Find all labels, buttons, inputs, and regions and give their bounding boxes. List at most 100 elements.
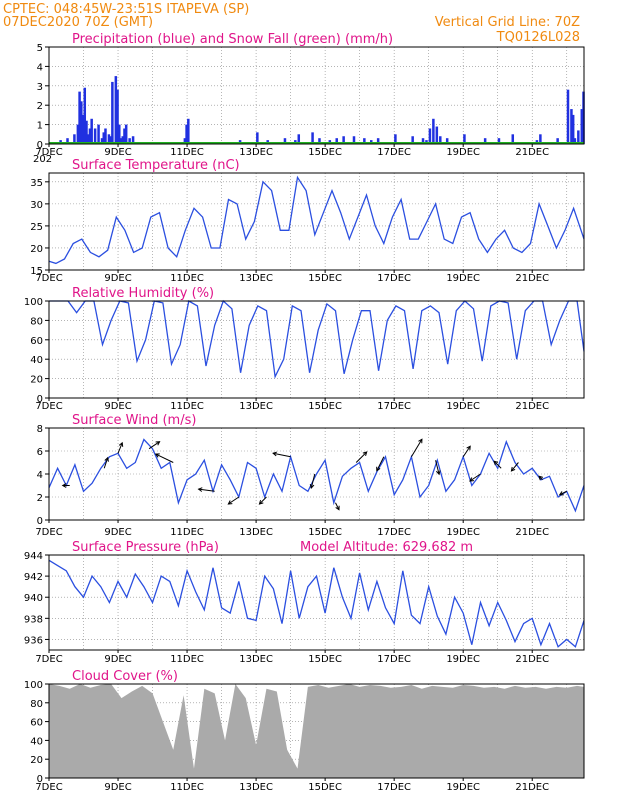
wind-arrow-head	[272, 451, 278, 457]
precip-bar	[88, 128, 92, 144]
precip-bar	[100, 138, 104, 144]
panel-frame	[48, 683, 585, 779]
y-tick-label: 100	[24, 680, 43, 691]
precip-bar	[394, 134, 397, 144]
precip-bar	[118, 124, 121, 144]
wind-arrow	[310, 473, 316, 489]
y-tick-label: 0	[37, 394, 43, 405]
precip-bar	[428, 128, 432, 144]
precip-bar	[335, 138, 338, 144]
precip-bar	[102, 132, 105, 144]
precip-bar	[85, 120, 88, 144]
x-tick-label: 13DEC	[239, 782, 273, 793]
precip-bar	[556, 138, 559, 144]
precip-bar	[81, 114, 85, 144]
precip-bar	[342, 136, 345, 144]
x-tick-label: 13DEC	[239, 527, 273, 538]
wind-arrow	[462, 445, 471, 458]
panel-temp: 15 20 25 30 35 7DEC 9DEC 11DEC 13DEC 15DEC 17DEC 19…	[30, 158, 585, 284]
panel-title: Cloud Cover (%)	[72, 669, 178, 684]
precip-bar	[128, 138, 131, 144]
x-tick-label: 9DEC	[104, 273, 131, 284]
x-tick-label: 21DEC	[515, 147, 549, 158]
y-tick-label: 40	[30, 736, 43, 747]
wind-arrow	[493, 460, 502, 469]
header-station: CPTEC: 048:45W-23:51S ITAPEVA (SP)	[3, 2, 249, 17]
wind-arrow	[103, 457, 109, 469]
x-tick-label: 15DEC	[308, 782, 342, 793]
wind-arrow-head	[362, 451, 368, 456]
precip-bar	[463, 134, 466, 144]
x-tick-label: 13DEC	[239, 273, 273, 284]
x-tick-label: 17DEC	[377, 527, 411, 538]
x-tick-label: 15DEC	[308, 654, 342, 665]
wind-arrow	[511, 462, 519, 472]
precip-bar	[93, 128, 97, 144]
x-tick-label: 15DEC	[308, 401, 342, 412]
y-tick-label: 40	[30, 355, 43, 366]
precip-bar	[352, 136, 356, 144]
panel-cloud: 0 20 40 60 80 100 7DEC 9DEC 11DEC 13DEC 15DEC 17DEC…	[24, 669, 585, 793]
wind-arrow-head	[510, 466, 516, 472]
precip-bar	[283, 138, 287, 144]
y-tick-label: 5	[37, 43, 43, 54]
x-tick-label: 13DEC	[239, 401, 273, 412]
x-tick-label: 17DEC	[377, 147, 411, 158]
precip-bar	[573, 138, 577, 144]
precip-bar	[185, 124, 188, 144]
x-tick-label: 21DEC	[515, 273, 549, 284]
y-tick-label: 938	[24, 614, 43, 625]
x-tick-label: 19DEC	[446, 782, 480, 793]
wind-arrow	[335, 502, 340, 510]
x-tick-label: 7DEC	[35, 147, 62, 158]
wind-arrow	[259, 496, 267, 505]
wind-arrow-head	[155, 441, 161, 446]
x-tick-label: 7DEC	[35, 401, 62, 412]
panel-frame	[48, 46, 585, 145]
x-tick-label: 19DEC	[446, 401, 480, 412]
header-grid-note: Vertical Grid Line: 70Z	[435, 15, 580, 30]
precip-bar	[376, 138, 380, 144]
x-tick-label: 9DEC	[104, 654, 131, 665]
y-tick-label: 936	[24, 635, 43, 646]
precip-bar	[445, 138, 449, 144]
panel-rh: 0 20 40 60 80 100 7DEC 9DEC 11DEC 13DEC 15DEC 17DEC…	[24, 286, 585, 412]
x-tick-label: 11DEC	[170, 654, 204, 665]
panel-title: Relative Humidity (%)	[72, 286, 214, 301]
precip-bar	[311, 132, 314, 144]
x-tick-label: 13DEC	[239, 654, 273, 665]
panel-title: Surface Pressure (hPa)	[72, 540, 219, 555]
y-tick-label: 0	[37, 516, 43, 527]
x-tick-label: 11DEC	[170, 147, 204, 158]
y-tick-label: 4	[37, 470, 43, 481]
precip-bar	[439, 136, 442, 144]
year-stub: 202	[33, 154, 52, 165]
wind-arrow	[559, 490, 567, 496]
x-tick-label: 11DEC	[170, 401, 204, 412]
x-tick-label: 21DEC	[515, 401, 549, 412]
precip-bar	[90, 118, 93, 144]
precip-bar	[363, 138, 366, 144]
panel-title: Precipitation (blue) and Snow Fall (gree…	[72, 32, 393, 47]
precip-bar	[577, 130, 580, 144]
wind-arrow-head	[469, 477, 474, 482]
y-tick-label: 30	[30, 200, 43, 211]
x-tick-label: 13DEC	[239, 147, 273, 158]
x-tick-label: 15DEC	[308, 527, 342, 538]
precip-bar	[571, 114, 575, 144]
wind-arrow-head	[436, 470, 441, 476]
precip-bar	[111, 81, 114, 144]
x-tick-label: 7DEC	[35, 654, 62, 665]
precip-bar	[119, 138, 123, 144]
wind-arrow	[117, 442, 123, 454]
wind-line	[48, 438, 585, 513]
wind-arrow	[155, 453, 174, 463]
precip-bar	[435, 126, 439, 144]
x-tick-label: 11DEC	[170, 782, 204, 793]
precip-bar	[83, 87, 87, 144]
cloud-area	[49, 684, 584, 778]
wind-arrow-head	[335, 505, 340, 511]
wind-arrow-head	[154, 453, 160, 458]
x-tick-label: 11DEC	[170, 273, 204, 284]
x-tick-label: 9DEC	[104, 147, 131, 158]
